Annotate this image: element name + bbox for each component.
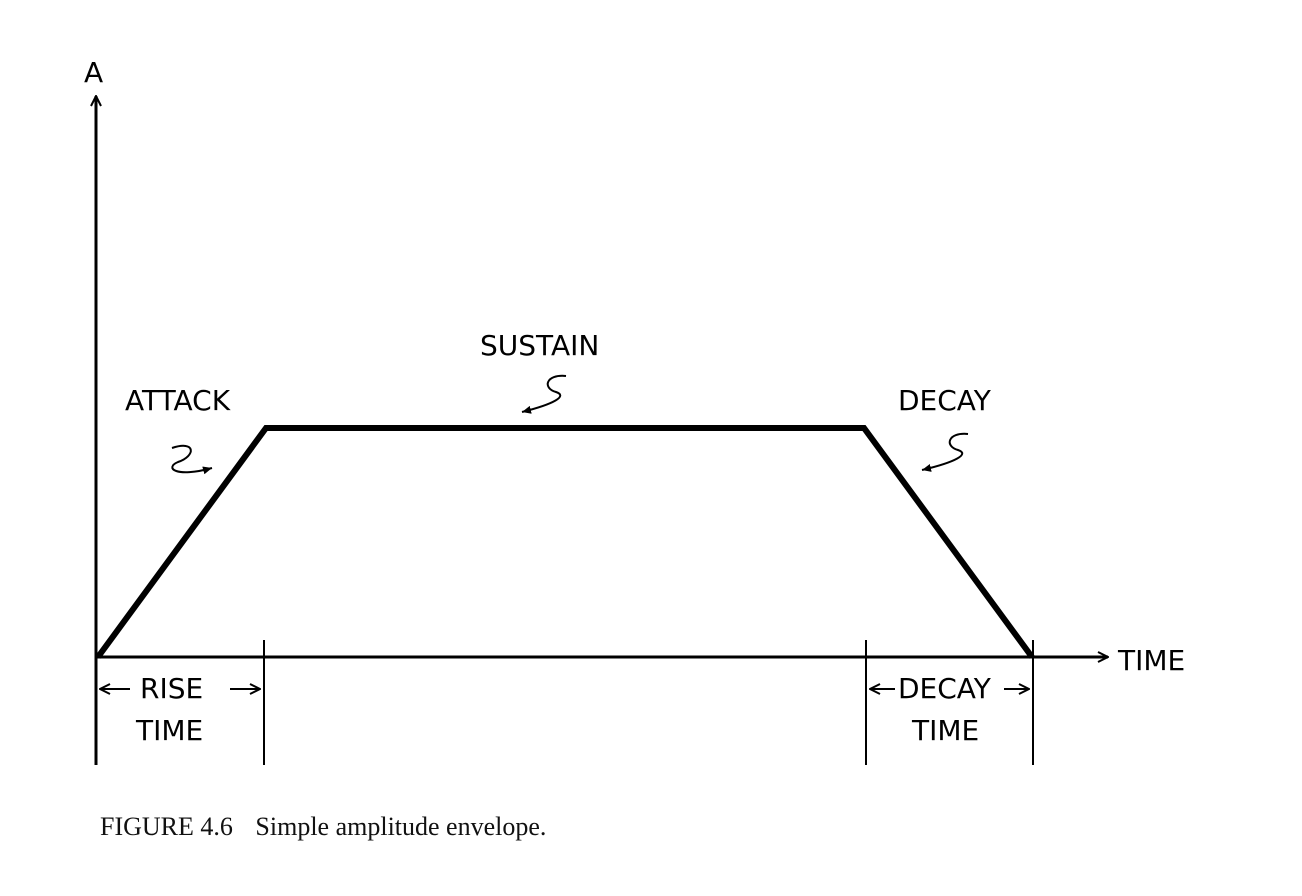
decay-pointer-arrow: [921, 432, 969, 472]
rise-time-label-line2: TIME: [135, 714, 203, 747]
decay-label: DECAY: [898, 384, 992, 417]
attack-label: ATTACK: [125, 384, 231, 417]
decay-time-label-line1: DECAY: [898, 672, 992, 705]
figure-caption-text: Simple amplitude envelope.: [255, 812, 547, 841]
figure-caption: FIGURE 4.6 Simple amplitude envelope.: [100, 812, 546, 842]
figure-number: FIGURE 4.6: [100, 812, 233, 841]
x-axis-label: TIME: [1117, 644, 1185, 677]
y-axis-label: A: [84, 56, 103, 89]
rise-time-label-line1: RISE: [140, 672, 203, 705]
sustain-label: SUSTAIN: [480, 329, 599, 362]
amplitude-envelope-diagram: A TIME ATTACK SUSTAIN DECAY RISE TIME DE…: [84, 56, 1185, 765]
attack-pointer-arrow: [171, 444, 213, 475]
decay-time-label-line2: TIME: [911, 714, 979, 747]
envelope-curve: [95, 425, 1035, 659]
sustain-pointer-arrow: [521, 374, 567, 414]
